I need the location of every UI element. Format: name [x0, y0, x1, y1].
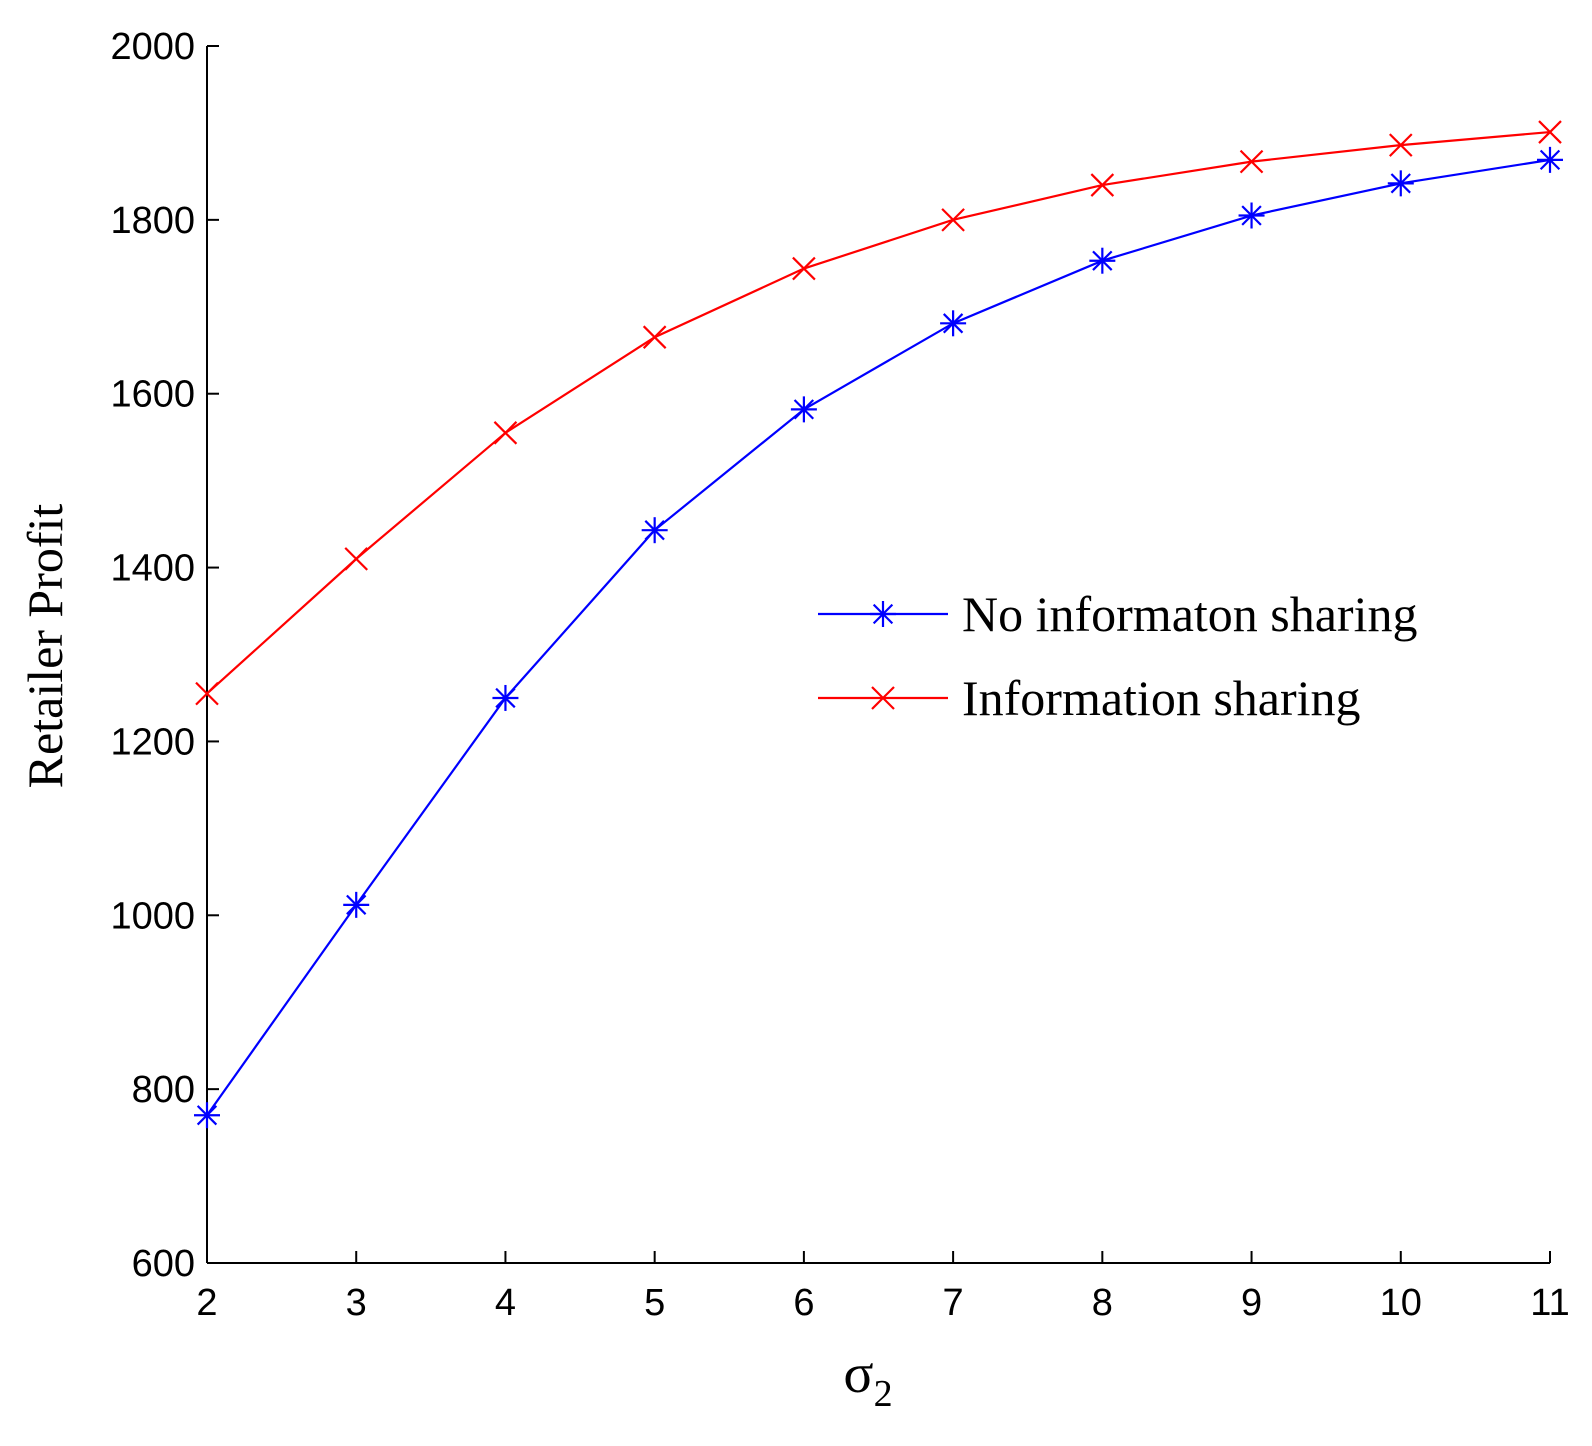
data-point	[641, 517, 668, 544]
data-point	[492, 684, 519, 711]
legend-label: Information sharing	[962, 670, 1361, 726]
y-tick-label: 1800	[110, 200, 195, 242]
legend-marker	[870, 601, 896, 627]
data-point	[790, 396, 817, 423]
data-point	[1538, 120, 1562, 144]
x-axis-ticks: 2 3 4 5 6 7 8 9 10 11	[196, 1251, 1570, 1324]
y-axis-title: Retailer Profit	[17, 504, 73, 789]
x-tick-label: 10	[1380, 1282, 1422, 1324]
x-tick-label: 11	[1530, 1282, 1569, 1324]
data-point	[792, 256, 816, 281]
data-point	[1090, 173, 1115, 197]
x-axis-title-symbol: σ	[843, 1343, 873, 1405]
legend-entry: No informaton sharing	[818, 586, 1417, 642]
y-tick-label: 1400	[110, 548, 195, 590]
y-axis-ticks: 600 800 1000 1200 1400 1600 1800 2000	[110, 26, 219, 1285]
axes	[206, 46, 1550, 1264]
legend: No informaton sharing Information sharing	[818, 586, 1417, 726]
data-point	[194, 1102, 220, 1129]
series-line	[206, 158, 1551, 1116]
x-tick-label: 5	[644, 1282, 665, 1324]
data-point	[1537, 146, 1563, 173]
data-point	[1389, 133, 1413, 157]
x-tick-label: 2	[196, 1282, 217, 1324]
y-tick-label: 1200	[110, 721, 195, 763]
legend-label: No informaton sharing	[962, 586, 1417, 642]
x-axis-title-subscript: 2	[874, 1373, 893, 1415]
data-point	[642, 325, 667, 349]
data-point	[343, 891, 370, 918]
legend-entry: Information sharing	[818, 670, 1361, 726]
y-tick-label: 600	[132, 1243, 195, 1285]
y-tick-label: 1000	[110, 895, 195, 937]
x-tick-label: 4	[495, 1282, 516, 1324]
y-tick-label: 2000	[110, 26, 195, 68]
x-tick-label: 3	[346, 1282, 367, 1324]
series-no-information-sharing	[194, 146, 1563, 1129]
y-tick-label: 800	[132, 1069, 195, 1111]
data-point	[195, 681, 219, 706]
x-tick-label: 9	[1241, 1282, 1262, 1324]
series-line	[206, 130, 1551, 695]
x-axis-title: σ2	[843, 1343, 892, 1415]
data-point	[1387, 170, 1414, 197]
y-tick-label: 1600	[110, 374, 195, 416]
data-point	[940, 310, 967, 337]
x-tick-label: 8	[1092, 1282, 1113, 1324]
data-point	[1239, 149, 1264, 174]
data-point	[941, 208, 965, 232]
plot-series	[194, 120, 1563, 1129]
data-point	[344, 547, 369, 571]
x-tick-label: 7	[943, 1282, 964, 1324]
data-point	[1238, 202, 1265, 229]
series-information-sharing	[195, 120, 1562, 706]
legend-marker	[871, 686, 895, 710]
x-tick-label: 6	[793, 1282, 814, 1324]
data-point	[1089, 247, 1116, 274]
data-point	[493, 421, 518, 445]
